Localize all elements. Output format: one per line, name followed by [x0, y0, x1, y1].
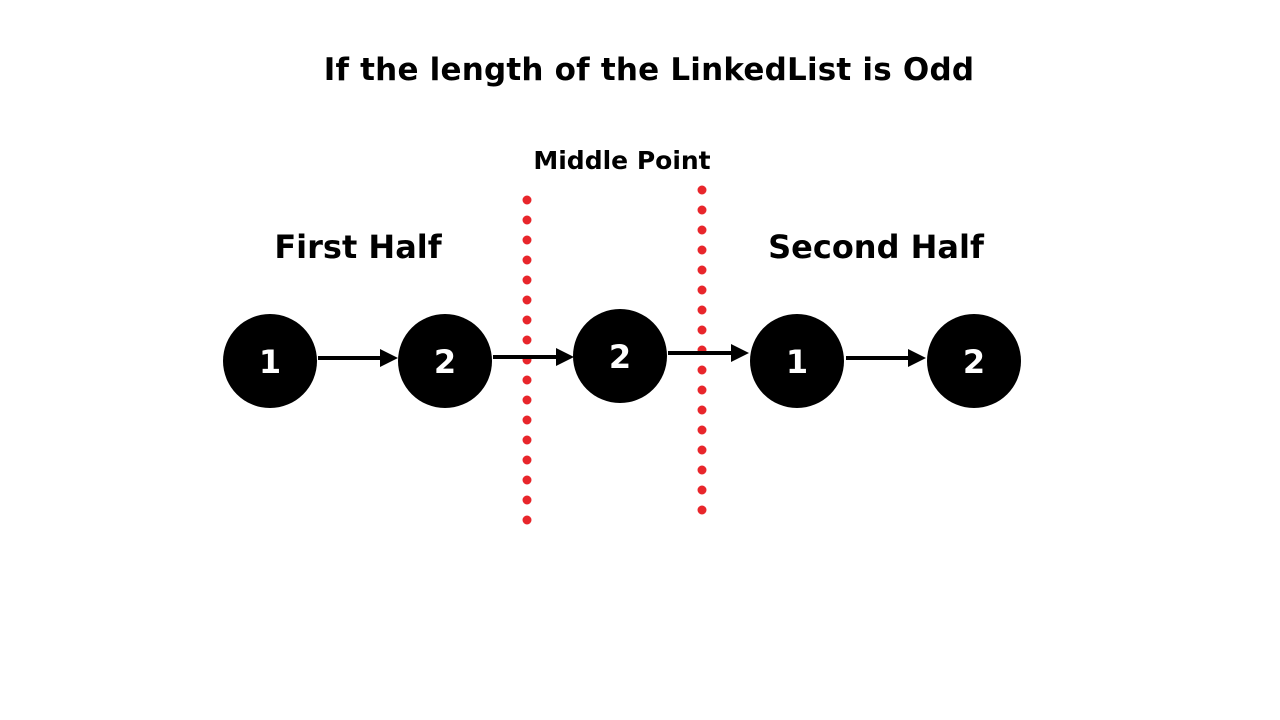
list-node-4: 1: [750, 314, 844, 408]
node-value: 2: [963, 343, 985, 381]
arrow-2-to-3: [493, 348, 574, 366]
list-node-1: 1: [223, 314, 317, 408]
node-value: 2: [434, 343, 456, 381]
list-node-2: 2: [398, 314, 492, 408]
middle-point-label: Middle Point: [533, 146, 711, 175]
second-half-label: Second Half: [768, 228, 984, 266]
arrow-4-to-5: [846, 349, 926, 367]
node-value: 2: [609, 338, 631, 376]
first-half-label: First Half: [274, 228, 442, 266]
list-node-5: 2: [927, 314, 1021, 408]
node-value: 1: [259, 343, 281, 381]
node-value: 1: [786, 343, 808, 381]
list-node-3-middle: 2: [573, 309, 667, 403]
arrow-3-to-4: [668, 344, 749, 362]
arrow-1-to-2: [318, 349, 398, 367]
diagram-title: If the length of the LinkedList is Odd: [323, 52, 975, 88]
